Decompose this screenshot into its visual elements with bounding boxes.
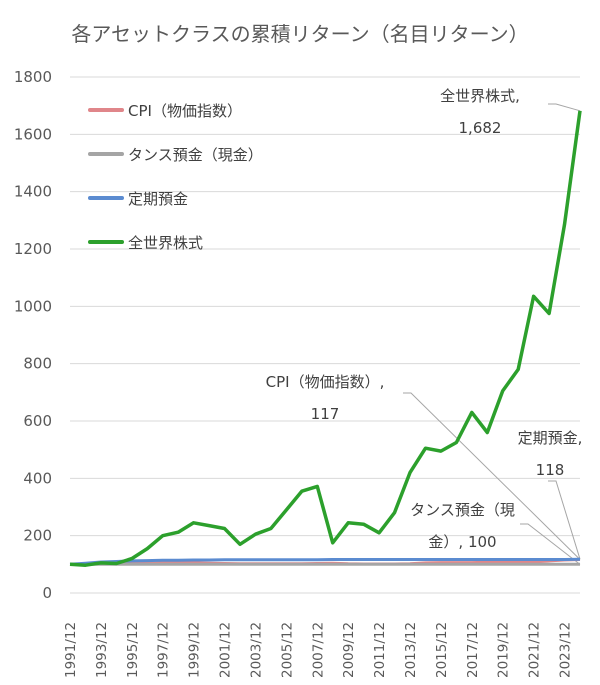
chart-title: 各アセットクラスの累積リターン（名目リターン） <box>71 22 529 46</box>
legend-label: タンス預金（現金） <box>128 145 263 164</box>
y-tick-label: 200 <box>23 527 52 545</box>
legend-item: 全世界株式 <box>88 220 263 264</box>
series-line <box>69 557 581 566</box>
annotation-label: CPI（物価指数）, <box>265 373 385 391</box>
legend-swatch-icon <box>88 108 124 112</box>
y-tick-label: 0 <box>42 584 52 602</box>
legend-swatch-icon <box>88 196 124 200</box>
x-tick-label: 2021/12 <box>527 622 543 678</box>
gridlines <box>70 76 580 594</box>
annotation-label: タンス預金（現 <box>410 501 515 519</box>
y-tick-label: 400 <box>23 469 52 487</box>
annotation-cash: タンス預金（現 金）, 100 <box>400 494 525 558</box>
x-tick-label: 1997/12 <box>156 622 172 678</box>
x-tick-label: 1999/12 <box>187 622 203 678</box>
x-tick-label: 2015/12 <box>434 622 450 678</box>
annotation-label: 全世界株式, <box>440 87 520 105</box>
legend-label: CPI（物価指数） <box>128 101 242 120</box>
legend-swatch-icon <box>88 240 124 244</box>
y-tick-label: 600 <box>23 412 52 430</box>
y-tick-label: 800 <box>23 355 52 373</box>
annotation-value: 117 <box>310 405 340 423</box>
x-tick-label: 1995/12 <box>125 622 141 678</box>
x-tick-label: 2019/12 <box>496 622 512 678</box>
x-tick-label: 1993/12 <box>94 622 110 678</box>
legend-swatch-icon <box>88 152 124 156</box>
x-axis: 1991/12 1993/12 1995/12 1997/12 1999/12 2001/… <box>63 622 574 678</box>
legend-item: 定期預金 <box>88 176 263 220</box>
x-tick-label: 2003/12 <box>248 622 264 678</box>
y-tick-label: 1400 <box>14 183 52 201</box>
leader-line <box>520 523 581 565</box>
series-lines <box>69 110 582 567</box>
legend-label: 定期預金 <box>128 189 189 208</box>
x-tick-label: 2007/12 <box>310 622 326 678</box>
annotation-cpi: CPI（物価指数）, 117 <box>240 366 410 430</box>
x-tick-label: 2011/12 <box>372 622 388 678</box>
annotation-time-deposit: 定期預金, 118 <box>500 422 600 486</box>
annotation-value: 1,682 <box>458 119 502 137</box>
legend-label: 全世界株式 <box>128 233 204 252</box>
x-tick-label: 1991/12 <box>63 622 79 678</box>
leader-line <box>548 480 581 560</box>
x-tick-label: 2013/12 <box>403 622 419 678</box>
x-tick-label: 2017/12 <box>465 622 481 678</box>
leader-line <box>403 392 581 560</box>
annotation-global-equity: 全世界株式, 1,682 <box>400 80 560 144</box>
x-tick-label: 2009/12 <box>341 622 357 678</box>
series-line <box>69 110 582 567</box>
x-tick-label: 2005/12 <box>279 622 295 678</box>
annotation-leader-lines <box>403 103 581 565</box>
y-tick-label: 1200 <box>14 240 52 258</box>
x-tick-label: 2001/12 <box>218 622 234 678</box>
y-tick-label: 1000 <box>14 297 52 315</box>
leader-line <box>548 103 581 112</box>
y-tick-label: 1600 <box>14 125 52 143</box>
y-axis: 0 200 400 600 800 1000 1200 1400 1600 1800 <box>14 68 52 602</box>
annotation-label: 定期預金, <box>517 429 583 447</box>
x-tick-label: 2023/12 <box>558 622 574 678</box>
annotation-value: 118 <box>535 461 565 479</box>
legend-item: タンス預金（現金） <box>88 132 263 176</box>
legend-item: CPI（物価指数） <box>88 88 263 132</box>
annotation-value: 金）, 100 <box>428 533 497 551</box>
legend: CPI（物価指数） タンス預金（現金） 定期預金全世界株式 <box>88 88 263 264</box>
y-tick-label: 1800 <box>14 68 52 86</box>
